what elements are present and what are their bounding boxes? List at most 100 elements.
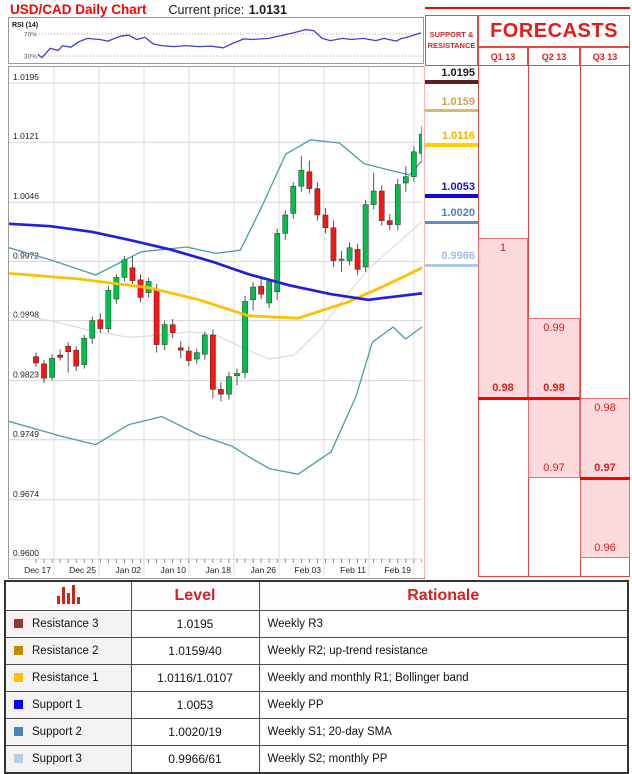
svg-text:RSI (14): RSI (14) bbox=[12, 22, 38, 29]
table-row: Support 1 1.0053 Weekly PP bbox=[4, 691, 629, 719]
rationale-cell: Weekly PP bbox=[258, 691, 629, 719]
sr-level-label: 1.0020 bbox=[441, 207, 475, 219]
table-row: Support 3 0.9966/61 Weekly S2; monthly PP bbox=[4, 745, 629, 774]
svg-text:0.9972: 0.9972 bbox=[13, 250, 39, 260]
rsi-line bbox=[37, 28, 422, 59]
page-title: USD/CAD Daily Chart Current price: 1.0131 bbox=[10, 1, 287, 17]
table-header-row: Level Rationale bbox=[4, 580, 629, 611]
rationale-cell: Weekly R2; up-trend resistance bbox=[258, 637, 629, 665]
table-icon-cell bbox=[4, 580, 132, 611]
svg-text:0.9898: 0.9898 bbox=[13, 310, 39, 320]
rationale-column-header: Rationale bbox=[258, 580, 629, 611]
svg-text:0.9674: 0.9674 bbox=[13, 489, 39, 499]
svg-text:Dec 25: Dec 25 bbox=[69, 565, 96, 575]
table-row: Support 2 1.0020/19 Weekly S1; 20-day SMA bbox=[4, 718, 629, 746]
forecast-point-line bbox=[528, 396, 580, 400]
bollinger-lower-line bbox=[8, 326, 423, 475]
level-marker-icon bbox=[14, 673, 23, 682]
sr-level-line bbox=[425, 143, 478, 148]
forecast-quarter-q2: Q2 13 bbox=[528, 47, 580, 66]
level-marker-icon bbox=[14, 619, 23, 628]
rationale-cell: Weekly S1; 20-day SMA bbox=[258, 718, 629, 746]
chart-title: USD/CAD Daily Chart bbox=[10, 2, 147, 17]
sr-level-label: 1.0116 bbox=[441, 130, 475, 143]
forecast-value-label: 0.99 bbox=[543, 322, 565, 334]
forecast-grid-line bbox=[629, 66, 630, 577]
candlestick-chart: 1.0195 1.0121 1.0046 0.9972 0.9898 0.9823 0.97… bbox=[7, 67, 425, 576]
level-value-cell: 1.0195 bbox=[130, 610, 260, 638]
forecast-value-label: 0.98 bbox=[594, 402, 616, 414]
bar-chart-icon bbox=[56, 584, 80, 604]
level-marker-icon bbox=[14, 727, 23, 736]
forecast-range-box bbox=[478, 238, 528, 398]
forecast-value-label: 0.97 bbox=[594, 462, 616, 474]
level-marker-icon bbox=[14, 646, 23, 655]
svg-text:0.9600: 0.9600 bbox=[13, 548, 39, 558]
svg-text:1.0121: 1.0121 bbox=[13, 131, 39, 141]
blue-ma-line bbox=[7, 222, 424, 302]
rationale-cell: Weekly S2; monthly PP bbox=[258, 745, 629, 774]
sr-level-label: 1.0053 bbox=[441, 180, 475, 193]
svg-text:1.0046: 1.0046 bbox=[13, 191, 39, 201]
table-row: Resistance 2 1.0159/40 Weekly R2; up-trend… bbox=[4, 637, 629, 665]
bollinger-upper-line bbox=[8, 139, 423, 276]
forecast-value-label: 0.97 bbox=[543, 462, 565, 474]
svg-text:Jan 10: Jan 10 bbox=[160, 565, 186, 575]
level-name-cell: Support 2 bbox=[4, 718, 132, 746]
forecast-value-label: 0.96 bbox=[594, 542, 616, 554]
levels-table: Level Rationale Resistance 3 1.0195 Weekly… bbox=[4, 580, 629, 774]
yellow-ma-line bbox=[7, 266, 424, 320]
sr-column-left-border bbox=[424, 66, 425, 577]
forecast-quarter-q1: Q1 13 bbox=[478, 47, 528, 66]
forecast-point-line bbox=[580, 476, 630, 480]
forecast-value-label: 0.98 bbox=[492, 382, 514, 394]
level-name-cell: Resistance 3 bbox=[4, 610, 132, 638]
svg-text:70%: 70% bbox=[24, 32, 37, 39]
level-name-cell: Support 3 bbox=[4, 745, 132, 774]
support-resistance-header: SUPPORT & RESISTANCE bbox=[425, 15, 478, 66]
svg-text:Jan 26: Jan 26 bbox=[250, 565, 276, 575]
level-value-cell: 1.0159/40 bbox=[130, 637, 260, 665]
level-value-cell: 1.0020/19 bbox=[130, 718, 260, 746]
current-price-label: Current price: bbox=[168, 3, 245, 17]
svg-text:Feb 03: Feb 03 bbox=[295, 565, 322, 575]
table-row: Resistance 1 1.0116/1.0107 Weekly and mont… bbox=[4, 664, 629, 692]
rsi-panel: RSI (14) 70% 30% bbox=[8, 17, 424, 64]
svg-text:Dec 17: Dec 17 bbox=[24, 565, 51, 575]
level-marker-icon bbox=[14, 700, 23, 709]
rationale-cell: Weekly and monthly R1; Bollinger band bbox=[258, 664, 629, 692]
svg-text:Jan 18: Jan 18 bbox=[205, 565, 231, 575]
svg-text:Feb 19: Feb 19 bbox=[385, 565, 412, 575]
forecast-grid-line bbox=[580, 66, 581, 577]
level-name-cell: Resistance 2 bbox=[4, 637, 132, 665]
candlestick-series bbox=[33, 126, 425, 402]
level-value-cell: 1.0116/1.0107 bbox=[130, 664, 260, 692]
forecast-value-label: 0.98 bbox=[543, 382, 565, 394]
current-price-value: 1.0131 bbox=[248, 3, 287, 17]
sr-level-label: 0.9966 bbox=[441, 250, 475, 263]
forecast-value-label: 1 bbox=[499, 242, 507, 254]
sr-level-line bbox=[425, 109, 478, 113]
level-name-cell: Support 1 bbox=[4, 691, 132, 719]
svg-text:Jan 02: Jan 02 bbox=[115, 565, 141, 575]
table-row: Resistance 3 1.0195 Weekly R3 bbox=[4, 610, 629, 638]
svg-text:30%: 30% bbox=[24, 54, 37, 61]
sr-level-label: 1.0159 bbox=[441, 95, 475, 108]
rsi-chart: RSI (14) 70% 30% bbox=[12, 22, 422, 61]
level-name-cell: Resistance 1 bbox=[4, 664, 132, 692]
level-column-header: Level bbox=[130, 580, 260, 611]
forecasts-top-line bbox=[425, 7, 630, 9]
svg-text:1.0195: 1.0195 bbox=[13, 72, 39, 82]
level-marker-icon bbox=[14, 754, 23, 763]
sr-level-line bbox=[425, 220, 478, 224]
sr-level-label: 1.0195 bbox=[441, 67, 475, 79]
level-value-cell: 1.0053 bbox=[130, 691, 260, 719]
forecast-point-line bbox=[478, 396, 528, 400]
rationale-cell: Weekly R3 bbox=[258, 610, 629, 638]
level-value-cell: 0.9966/61 bbox=[130, 745, 260, 774]
forecast-quarter-q3: Q3 13 bbox=[580, 47, 630, 66]
price-chart-panel: 1.0195 1.0121 1.0046 0.9972 0.9898 0.9823 0.97… bbox=[7, 66, 425, 579]
svg-text:0.9749: 0.9749 bbox=[13, 429, 39, 439]
svg-text:0.9823: 0.9823 bbox=[13, 370, 39, 380]
sr-level-line bbox=[425, 80, 478, 84]
